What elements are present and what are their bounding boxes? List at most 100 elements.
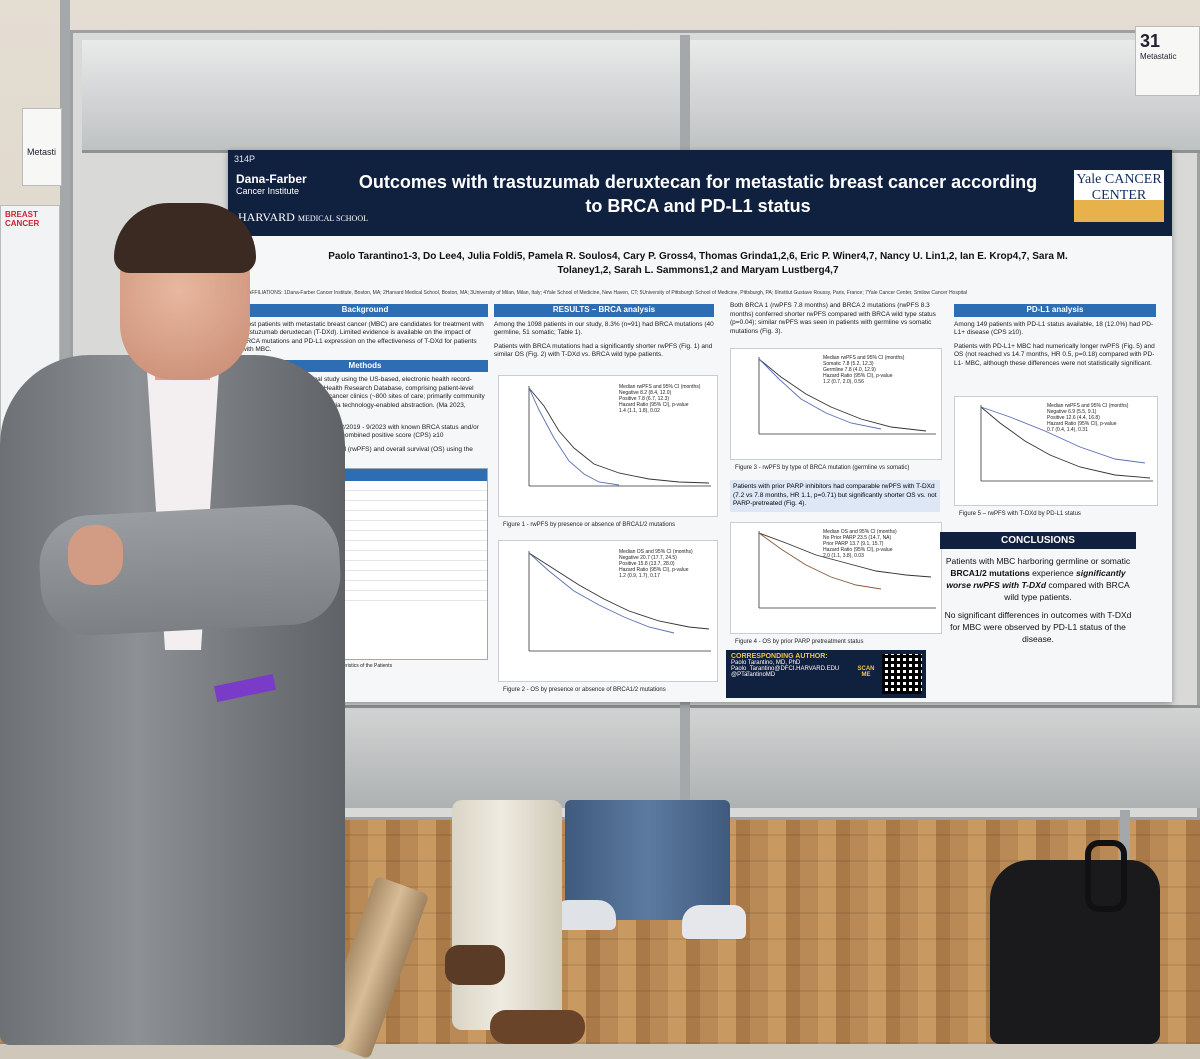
copper-center-logo: [1074, 200, 1164, 222]
brown-shoe: [445, 945, 505, 985]
background-heading: Background: [242, 304, 488, 317]
km-curve-positive: [528, 387, 620, 486]
km-curves: [528, 386, 711, 487]
legend-item: Negative 20.7 (17.7, 24.5): [619, 555, 677, 561]
parp-text: Patients with prior PARP inhibitors had …: [730, 480, 940, 512]
table-row: [243, 521, 487, 531]
km-curves: [758, 531, 936, 609]
frame-post-left: [60, 0, 70, 560]
black-backpack: [990, 840, 1160, 1044]
km-curves: [758, 357, 936, 435]
results-text-1: Among the 1098 patients in our study, 8.…: [494, 320, 714, 337]
harvard-sub: MEDICAL SCHOOL: [297, 214, 368, 223]
pdl1-heading: PD-L1 analysis: [954, 304, 1156, 317]
legend-title: Median rwPFS and 95% CI (months): [823, 355, 905, 361]
legend-item: Positive 7.8 (6.7, 12.3): [619, 396, 670, 402]
corr-email: Paolo_Tarantino@DFCI.HARVARD.EDU: [731, 666, 840, 672]
table-row: [243, 571, 487, 581]
table-row: [243, 541, 487, 551]
research-poster: 314P Dana-Farber Cancer Institute HARVAR…: [228, 150, 1172, 702]
legend-hr-value: 2.0 (1.1, 3.8), 0.03: [823, 553, 864, 559]
figure-4-legend: Median OS and 95% CI (months) No Prior P…: [823, 529, 897, 559]
figure-4-km-plot: Median OS and 95% CI (months) No Prior P…: [730, 522, 942, 645]
legend-item: Positive 15.8 (13.7, 28.0): [619, 561, 675, 567]
column-brca-type: Both BRCA 1 (rwPFS 7.8 months) and BRCA …: [730, 302, 942, 341]
conclusion-2: No significant differences in outcomes w…: [944, 610, 1132, 644]
legend-item: Germline 7.8 (4.0, 12.9): [823, 367, 876, 373]
board-number-sign: 31 Metastatic: [1135, 26, 1200, 96]
harvard-name: HARVARD: [238, 210, 295, 224]
conclusion-1-part: experience: [1029, 568, 1077, 578]
dfci-logo: Dana-Farber Cancer Institute: [236, 172, 307, 196]
km-curve-germline: [758, 358, 882, 430]
figure-5-km-plot: Median rwPFS and 95% CI (months) Negativ…: [954, 396, 1158, 517]
legend-hr-label: Hazard Ratio (95% CI), p-value: [619, 402, 689, 408]
presenter-hair: [114, 203, 256, 273]
legend-item: Prior PARP 13.7 (9.1, 15.7): [823, 541, 884, 547]
legend-hr-label: Hazard Ratio (95% CI), p-value: [619, 567, 689, 573]
brown-shoe: [490, 1010, 585, 1044]
background-text: Most patients with metastatic breast can…: [242, 320, 484, 354]
results-heading: RESULTS – BRCA analysis: [494, 304, 714, 317]
km-curve-negative: [980, 406, 1151, 479]
km-curve-no-prior-parp: [758, 532, 932, 578]
corr-name: Paolo Tarantino, MD, PhD: [731, 660, 801, 666]
km-curve-negative: [528, 552, 710, 630]
km-curves: [980, 405, 1153, 482]
km-curves: [528, 551, 711, 652]
figure-2-legend: Median OS and 95% CI (months) Negative 2…: [619, 549, 693, 579]
legend-hr-value: 1.2 (0.9, 1.7), 0.17: [619, 573, 660, 579]
conclusion-1-part: Patients with MBC harboring germline or …: [945, 556, 1131, 566]
legend-item: No Prior PARP 23.5 (14.7, NA): [823, 535, 892, 541]
legend-hr-value: 1.2 (0.7, 2.0), 0.56: [823, 379, 864, 385]
km-curve-negative: [528, 387, 710, 484]
figure-5-caption: Figure 5 – rwPFS with T-DXd by PD-L1 sta…: [959, 511, 1081, 517]
presenter-hand: [68, 525, 123, 585]
km-curve-somatic: [758, 358, 927, 432]
km-curve-positive: [980, 406, 1146, 464]
legend-item: Negative 8.2 (8.4, 12.0): [619, 390, 672, 396]
table-row: [243, 501, 487, 511]
figure-1-caption: Figure 1 - rwPFS by presence or absence …: [503, 522, 676, 528]
poster-title: Outcomes with trastuzumab deruxtecan for…: [358, 172, 1038, 216]
table-row: [243, 581, 487, 591]
column-pdl1: PD-L1 analysis Among 149 patients with P…: [954, 302, 1156, 373]
conclusion-1-emphasis: BRCA1/2 mutations: [950, 568, 1030, 578]
figure-2-km-plot: Median OS and 95% CI (months) Negative 2…: [498, 540, 718, 693]
figure-5-legend: Median rwPFS and 95% CI (months) Negativ…: [1047, 403, 1128, 433]
table-row: [243, 591, 487, 601]
table-row: [243, 531, 487, 541]
white-sneaker: [556, 900, 616, 930]
board-number: 31: [1140, 31, 1161, 51]
harvard-logo: HARVARD MEDICAL SCHOOL: [238, 210, 368, 225]
conclusion-1-part: compared with BRCA wild type patients.: [1004, 580, 1130, 602]
left-board-sign: Metasti: [22, 108, 62, 186]
poster-board-top-rail: [82, 40, 1200, 153]
legend-hr-label: Hazard Ratio (95% CI), p-value: [823, 373, 893, 379]
neighbor-poster-title: BREAST CANCER: [5, 210, 40, 228]
figure-3-km-plot: Median rwPFS and 95% CI (months) Somatic…: [730, 348, 942, 471]
legend-item: Positive 12.6 (4.4, 16.8): [1047, 415, 1100, 421]
author-list: Paolo Tarantino1-3, Do Lee4, Julia Foldi…: [328, 251, 1068, 276]
conclusion-1: Patients with MBC harboring germline or …: [940, 555, 1136, 603]
conclusions-heading: CONCLUSIONS: [940, 532, 1136, 549]
legend-item: Negative 6.9 (5.5, 9.1): [1047, 409, 1097, 415]
legend-title: Median OS and 95% CI (months): [619, 549, 693, 555]
corr-handle: @PTarantinoMD: [731, 672, 776, 678]
figure-2-caption: Figure 2 - OS by presence or absence of …: [503, 687, 666, 693]
legend-title: Median rwPFS and 95% CI (months): [1047, 403, 1129, 409]
km-curve-prior-parp: [758, 532, 882, 590]
legend-title: Median OS and 95% CI (months): [823, 529, 897, 535]
table-row: [243, 481, 487, 491]
figure-1-legend: Median rwPFS and 95% CI (months) Negativ…: [619, 384, 700, 414]
poster-board-bottom-rail: [330, 705, 1200, 808]
table-row: [243, 511, 487, 521]
table-row: [243, 491, 487, 501]
brca-type-text: Both BRCA 1 (rwPFS 7.8 months) and BRCA …: [730, 302, 936, 335]
poster-id: 314P: [234, 154, 256, 164]
qr-code-icon: [882, 654, 922, 694]
corr-title: CORRESPONDING AUTHOR:: [731, 653, 828, 660]
column-brca-results: RESULTS – BRCA analysis Among the 1098 p…: [494, 302, 714, 365]
white-sneaker: [682, 905, 746, 939]
affiliations: AFFILIATIONS: 1Dana-Farber Cancer Instit…: [248, 290, 968, 296]
